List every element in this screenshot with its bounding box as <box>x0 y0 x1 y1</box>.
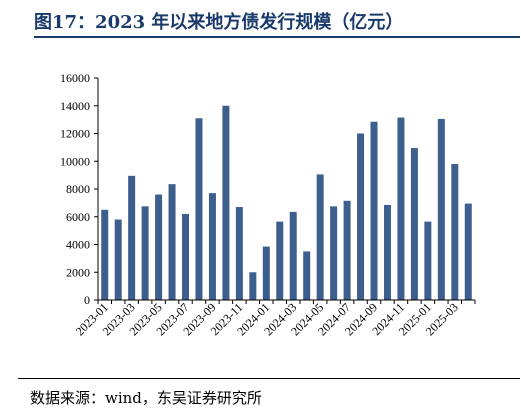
bar <box>464 203 472 300</box>
bar <box>424 221 432 300</box>
bar <box>437 118 445 301</box>
y-tick-label: 0 <box>84 293 90 307</box>
y-tick-label: 12000 <box>60 127 90 141</box>
bar <box>451 164 459 300</box>
bar <box>276 221 284 300</box>
bar <box>128 175 136 300</box>
title-divider <box>34 36 520 38</box>
y-tick-label: 10000 <box>60 154 90 168</box>
source-divider <box>18 378 520 379</box>
bar <box>141 206 149 300</box>
bar <box>397 117 405 300</box>
source-note: 数据来源：wind，东吴证券研究所 <box>30 389 262 407</box>
bar <box>357 133 365 300</box>
bar <box>330 206 338 300</box>
bar <box>182 213 190 300</box>
bar <box>383 204 391 300</box>
bar <box>303 251 311 300</box>
y-tick-label: 4000 <box>66 238 90 252</box>
y-tick-label: 8000 <box>66 182 90 196</box>
chart-title: 图17：2023 年以来地方债发行规模（亿元） <box>34 12 404 33</box>
bar <box>410 148 418 300</box>
y-tick-label: 16000 <box>60 71 90 85</box>
bar <box>316 174 324 300</box>
title-bar: 图17：2023 年以来地方债发行规模（亿元） <box>0 0 521 38</box>
chart-area: 0 2000 4000 6000 8000 10000 12000 14000 16000 202… <box>0 40 521 370</box>
y-tick-label: 2000 <box>66 265 90 279</box>
bar <box>235 207 243 300</box>
bar <box>222 105 230 300</box>
bar-chart: 0200040006000800010000120001400016000202… <box>60 71 476 338</box>
bar <box>168 184 176 300</box>
bar <box>114 219 122 300</box>
bar <box>155 194 163 300</box>
bar <box>343 200 351 300</box>
y-tick-label: 14000 <box>60 99 90 113</box>
bar <box>249 272 257 300</box>
bar <box>101 209 109 300</box>
bar <box>262 246 270 300</box>
bar <box>289 211 297 300</box>
bar <box>370 121 378 301</box>
bar <box>208 193 216 300</box>
y-tick-label: 6000 <box>66 210 90 224</box>
bar <box>195 118 203 301</box>
